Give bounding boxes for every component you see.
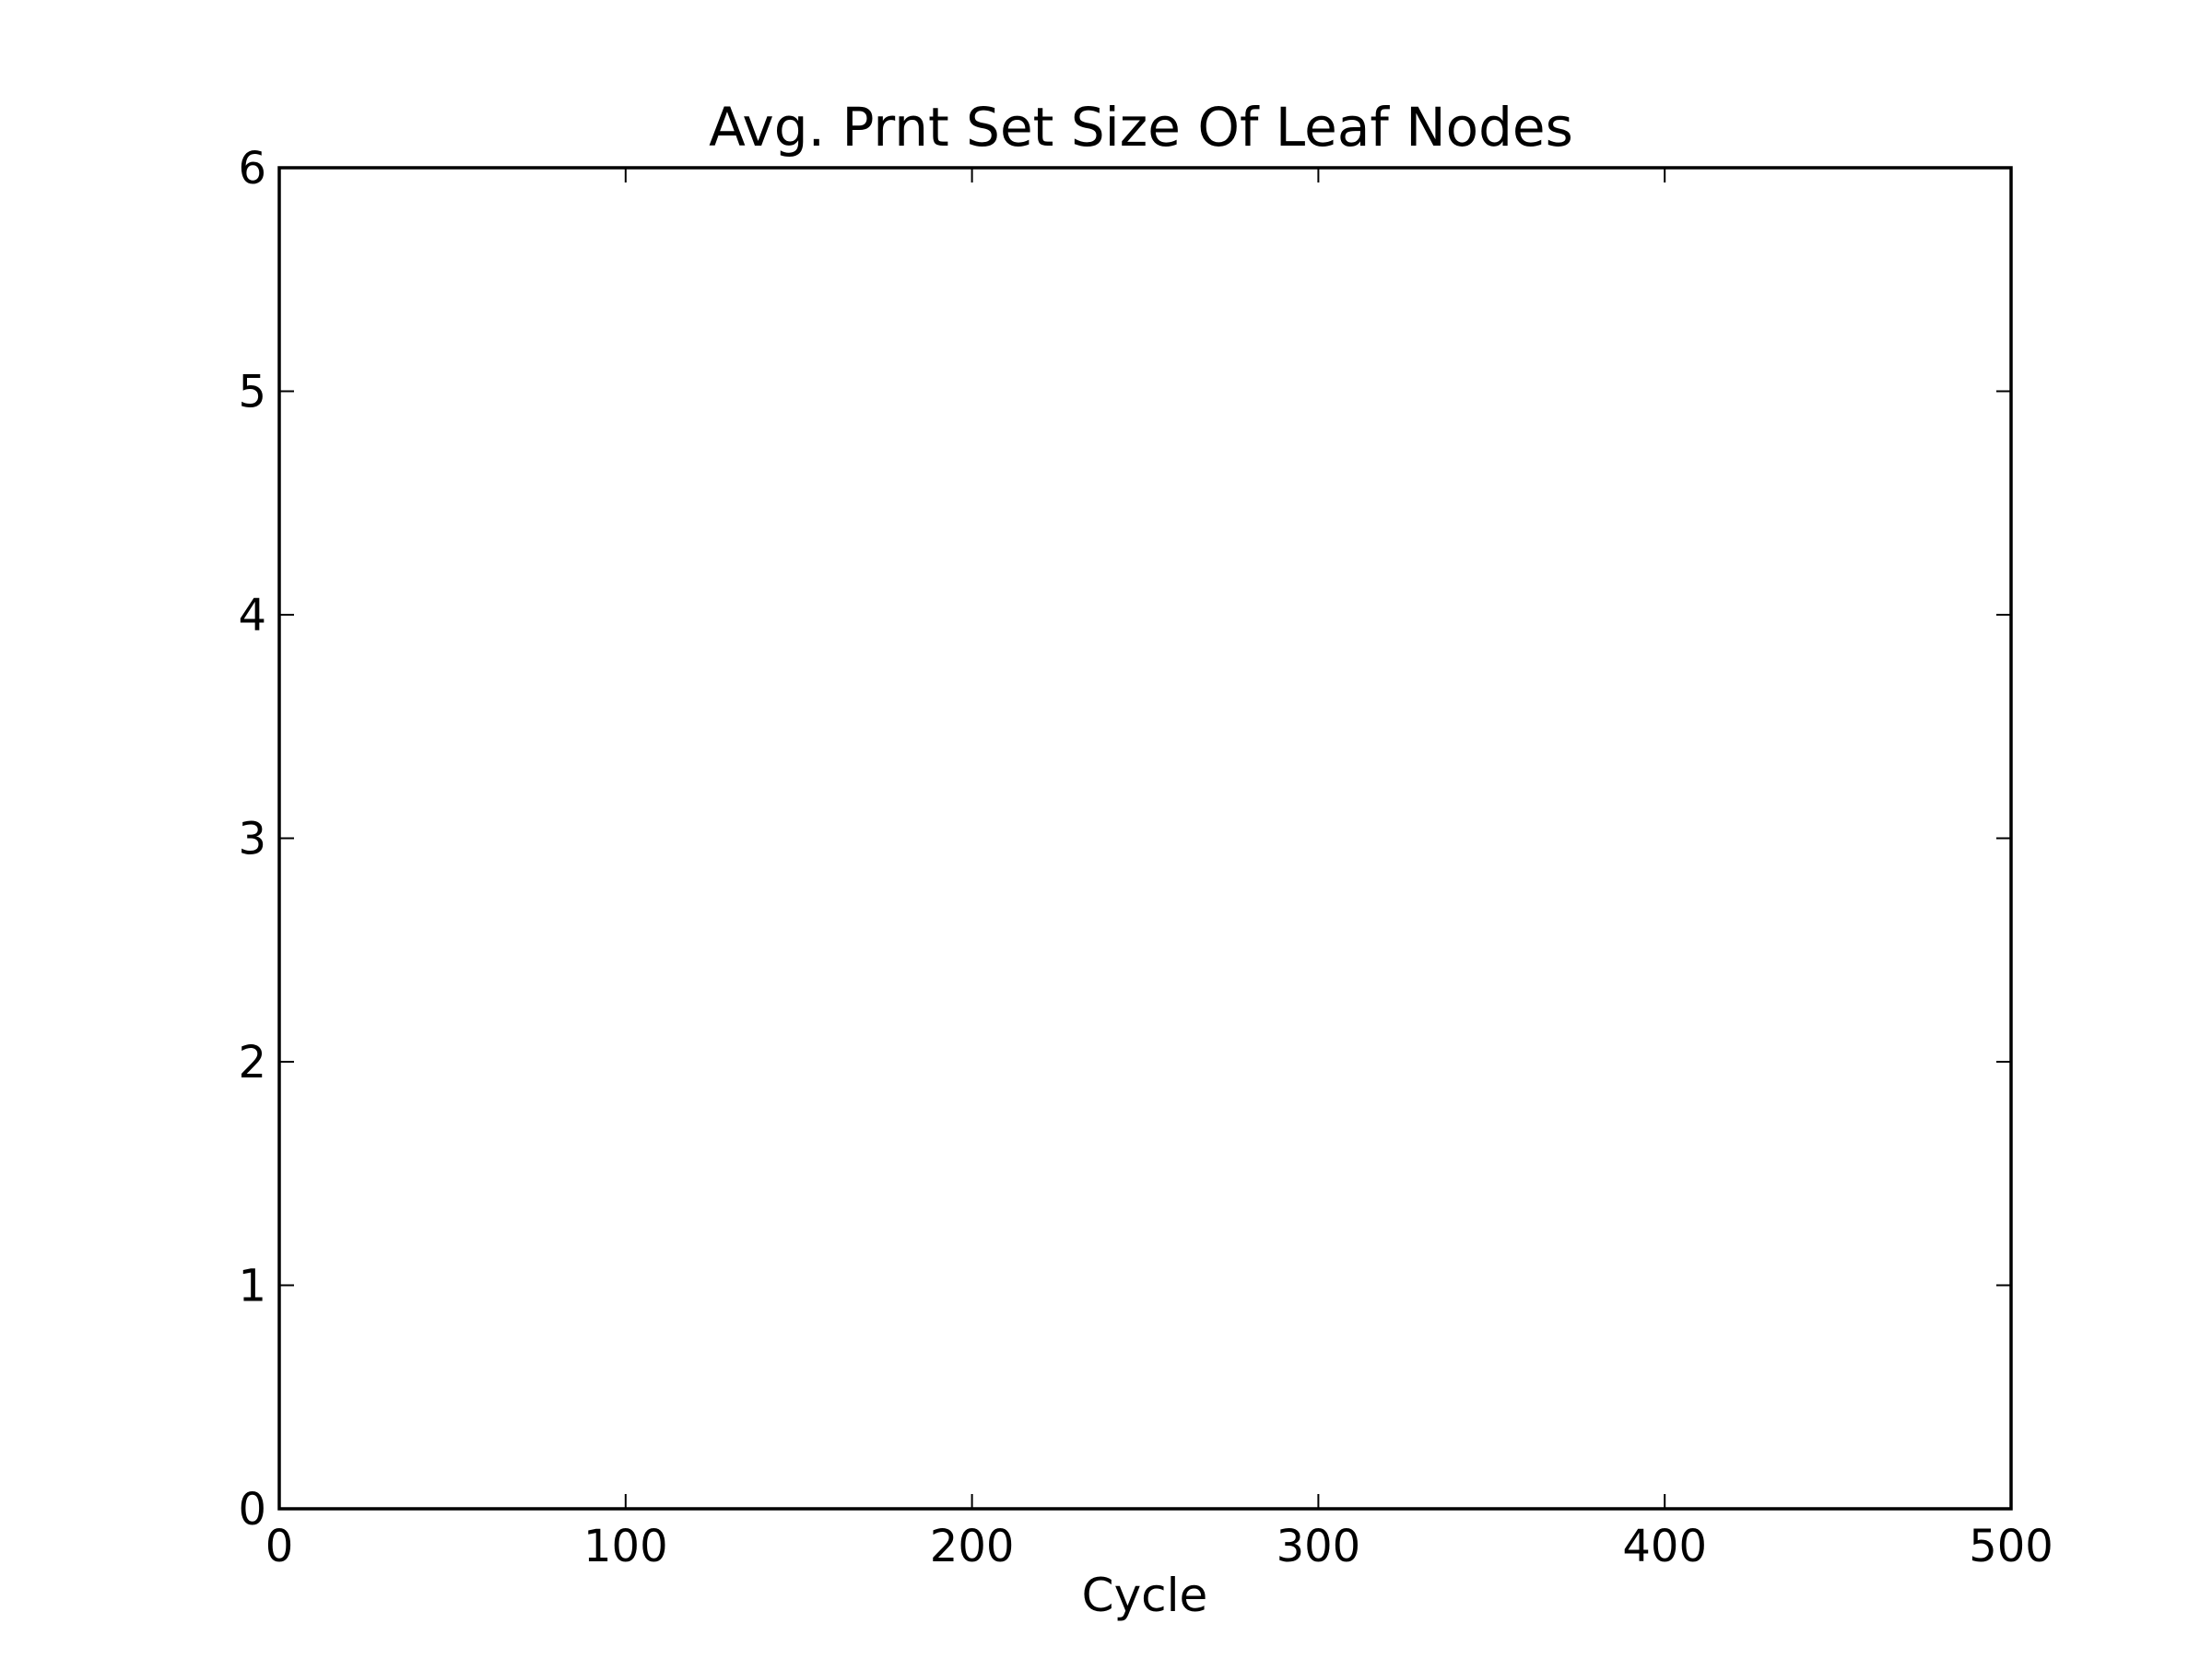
x-tick-label: 500 (1969, 1521, 2053, 1572)
y-tick-label: 0 (238, 1484, 266, 1535)
y-axis: 0 1 2 3 4 5 6 (238, 143, 2011, 1535)
chart-title: Avg. Prnt Set Size Of Leaf Nodes (709, 96, 1573, 159)
x-tick-label: 200 (930, 1521, 1015, 1572)
plot-area (277, 166, 2013, 1511)
y-tick-label: 2 (238, 1037, 266, 1088)
x-tick-label: 100 (583, 1521, 668, 1572)
y-tick-label: 1 (238, 1261, 266, 1312)
x-tick-label: 400 (1622, 1521, 1707, 1572)
x-tick-label: 300 (1277, 1521, 1361, 1572)
x-axis-label: Cycle (1082, 1569, 1208, 1622)
x-axis: 0 100 200 300 400 500 (265, 168, 2053, 1572)
y-tick-label: 6 (238, 143, 266, 194)
x-tick-label: 0 (265, 1521, 294, 1572)
y-tick-label: 4 (238, 590, 266, 641)
y-tick-label: 5 (238, 367, 266, 418)
y-tick-label: 3 (238, 814, 266, 865)
